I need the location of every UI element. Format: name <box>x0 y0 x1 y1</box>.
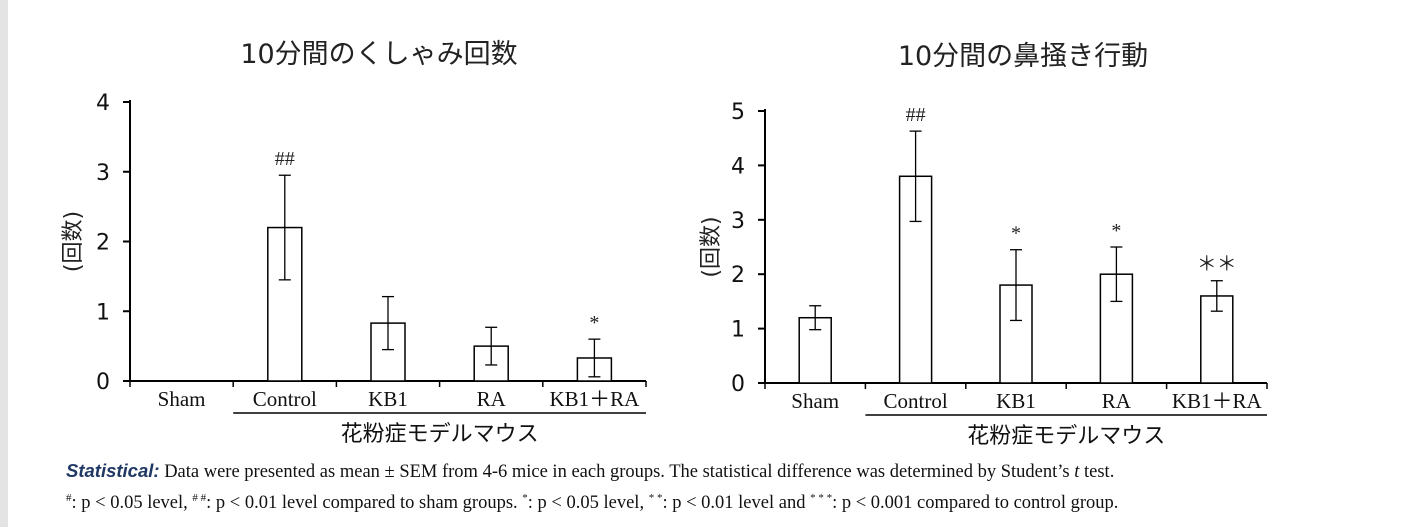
x-group-label: 花粉症モデルマウス <box>967 424 1165 449</box>
x-group-label: 花粉症モデルマウス <box>341 422 539 447</box>
significance-marker: * <box>589 312 599 334</box>
footnote-p-b: : p < 0.01 level compared to sham groups… <box>206 493 523 513</box>
y-tick-label: 2 <box>731 263 745 288</box>
sneeze-chart: 10分間のくしゃみ回数 (回数) 0 1 2 3 4 Sham ## Control KB1 RA * K… <box>61 39 647 447</box>
category-label: KB1 <box>368 387 408 411</box>
chart-title: 10分間のくしゃみ回数 <box>240 39 517 70</box>
footnote-sup-star1: * <box>522 492 528 504</box>
category-label: Control <box>884 389 948 413</box>
footnote-sup-hash1: # <box>66 492 72 504</box>
nose-scratch-chart: 10分間の鼻掻き行動 (回数) 0 1 2 3 4 5 Sham ## Control * KB1 * RA… <box>699 41 1268 449</box>
footnote-p-a: : p < 0.05 level, <box>71 493 193 513</box>
category-label: Sham <box>158 387 206 411</box>
y-tick-label: 1 <box>731 318 745 343</box>
y-tick-label: 4 <box>96 91 110 116</box>
y-tick-label: 2 <box>96 231 110 256</box>
significance-marker: ＊＊ <box>1197 254 1237 276</box>
footnote-line-2: #: p < 0.05 level, # #: p < 0.01 level c… <box>66 485 1416 516</box>
category-label: RA <box>477 387 507 411</box>
footnote-p-e: : p < 0.001 compared to control group. <box>832 493 1119 513</box>
category-label: RA <box>1102 389 1132 413</box>
category-label: KB1＋RA <box>1172 389 1263 413</box>
y-tick-label: 0 <box>96 370 110 395</box>
window-left-edge <box>0 0 8 527</box>
y-axis-label: (回数) <box>61 211 86 272</box>
footnote-p-d: : p < 0.01 level and <box>662 493 811 513</box>
y-axis-label: (回数) <box>699 216 724 277</box>
y-tick-label: 3 <box>96 161 110 186</box>
category-label: Sham <box>791 389 839 413</box>
y-tick-label: 5 <box>731 100 745 125</box>
y-tick-label: 4 <box>731 154 745 179</box>
y-tick-label: 0 <box>731 372 745 397</box>
significance-marker: * <box>1011 223 1021 245</box>
y-tick-label: 3 <box>731 209 745 234</box>
footnote-line-1: Statistical: Data were presented as mean… <box>66 458 1416 485</box>
bar <box>267 226 303 382</box>
category-label: KB1 <box>996 389 1036 413</box>
significance-marker: * <box>1111 220 1121 242</box>
category-label: KB1＋RA <box>549 387 640 411</box>
footnote-text-1: Data were presented as mean ± SEM from 4… <box>159 462 1075 482</box>
footnote-p-c: : p < 0.05 level, <box>527 493 649 513</box>
footnote: Statistical: Data were presented as mean… <box>66 458 1416 516</box>
footnote-sup-hash2: # # <box>192 492 207 504</box>
y-tick-label: 1 <box>96 300 110 325</box>
footnote-text-1-end: test. <box>1079 462 1115 482</box>
footnote-label: Statistical: <box>66 460 160 481</box>
footnote-sup-star2: * * <box>648 492 663 504</box>
chart-title: 10分間の鼻掻き行動 <box>898 41 1148 72</box>
significance-marker: ## <box>906 104 926 126</box>
footnote-sup-star3: * * * <box>810 492 833 504</box>
footnote-t-italic: t <box>1074 462 1080 482</box>
figure-canvas: 10分間のくしゃみ回数 (回数) 0 1 2 3 4 Sham ## Control KB1 RA * K… <box>8 0 1426 527</box>
significance-marker: ## <box>275 148 295 170</box>
category-label: Control <box>253 387 317 411</box>
